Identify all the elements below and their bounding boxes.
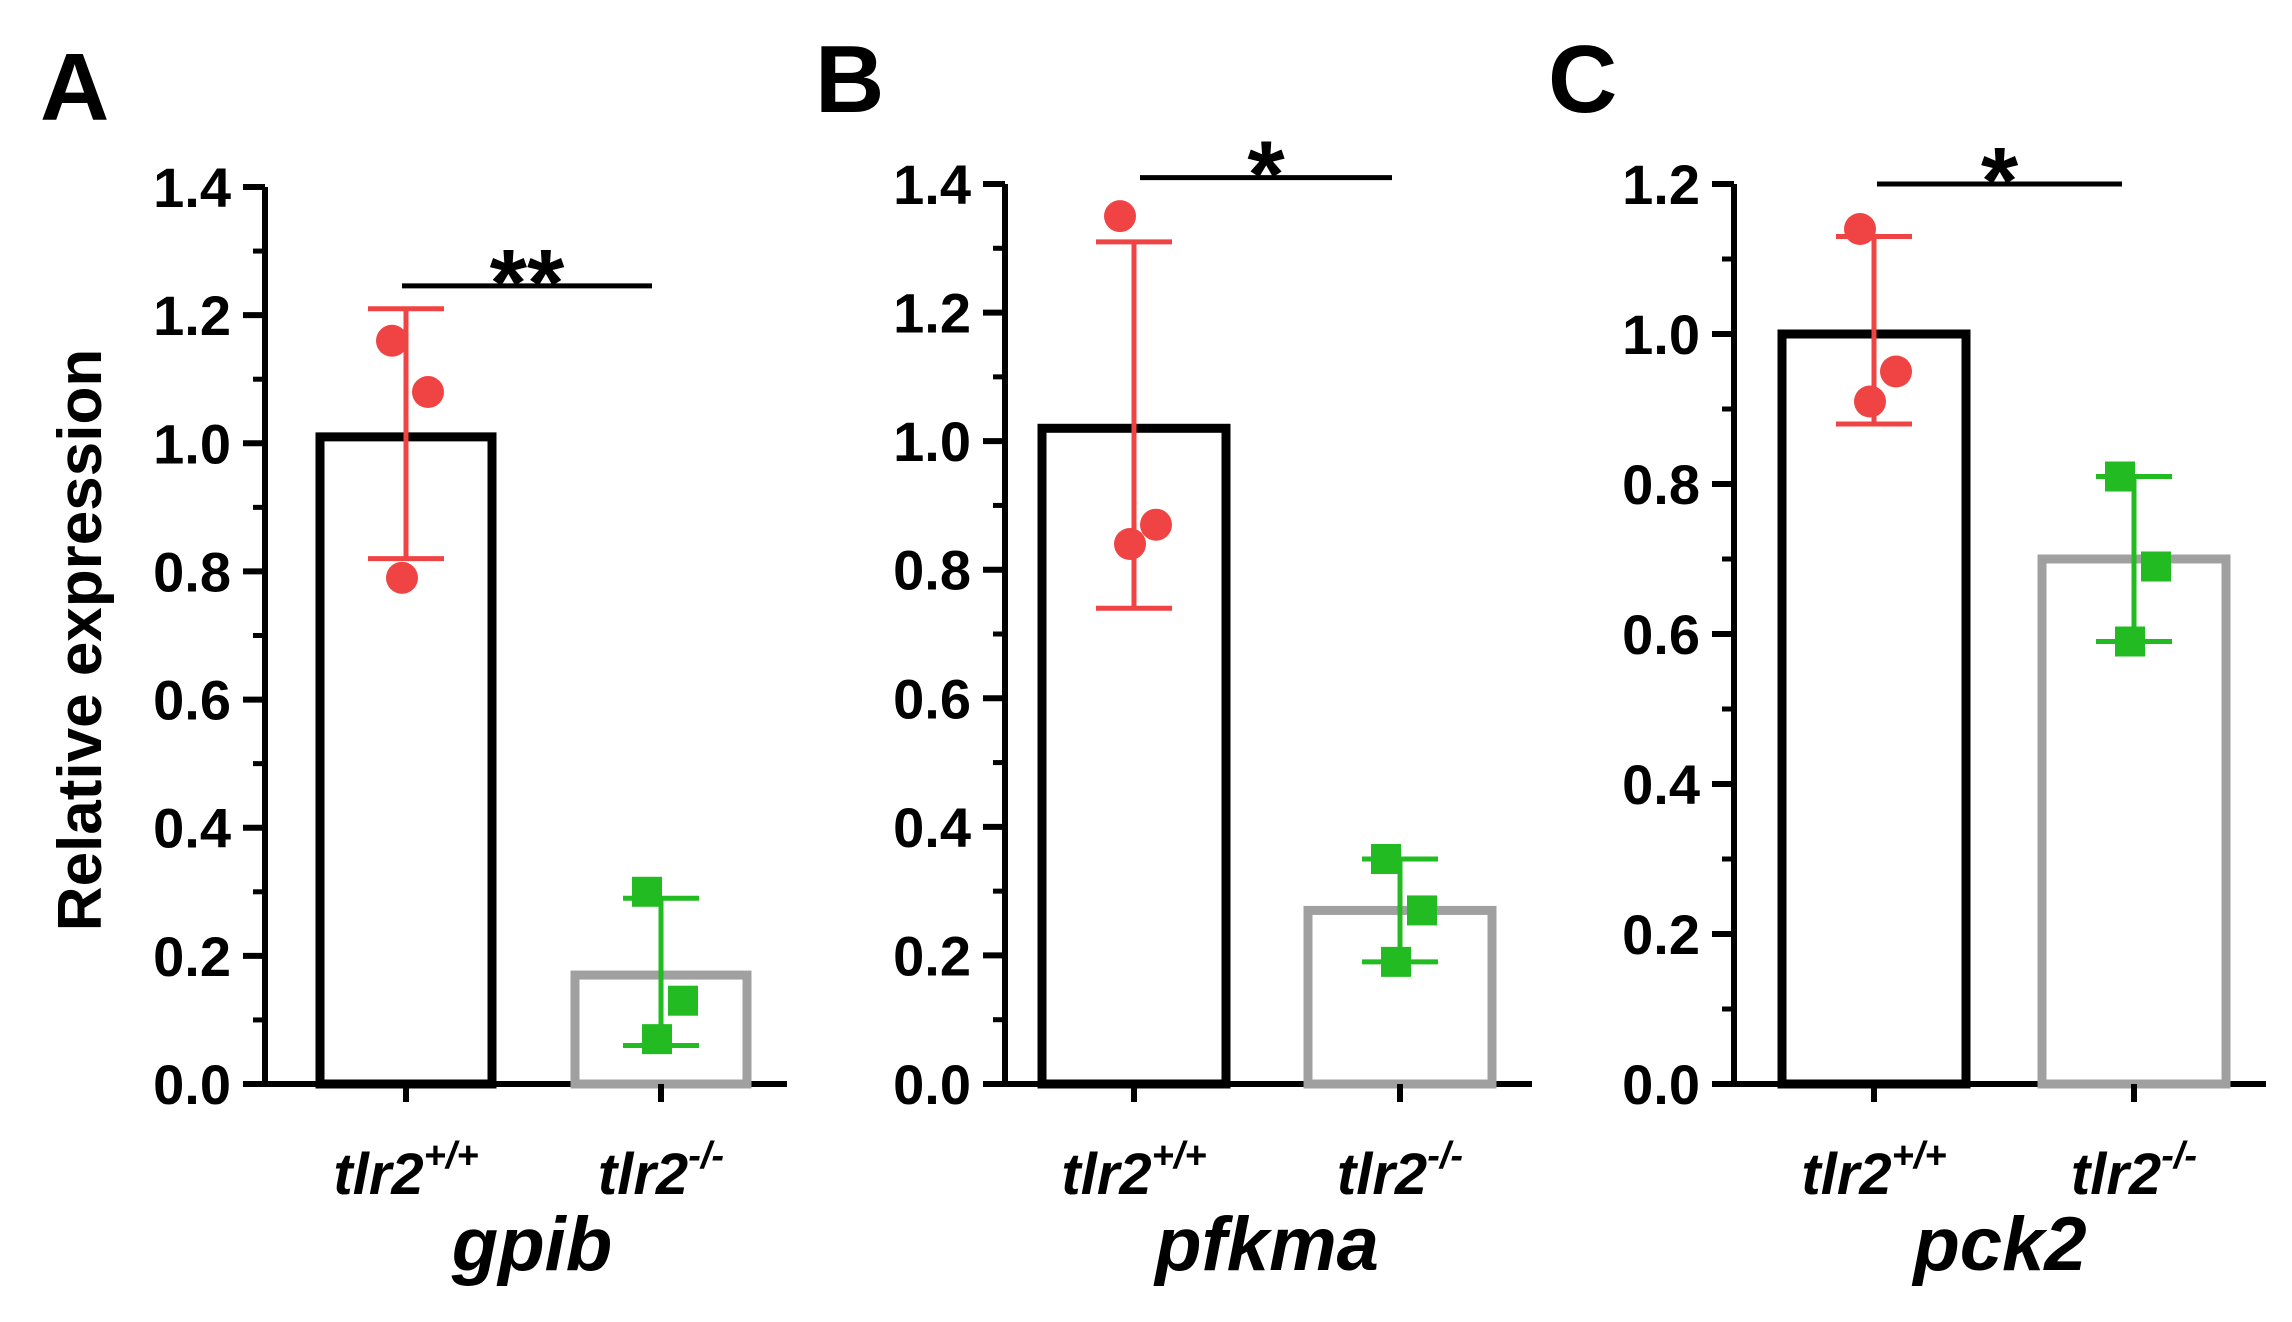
- data-point: [1371, 844, 1401, 874]
- y-axis-title: Relative expression: [46, 349, 115, 931]
- significance-stars: *: [1981, 128, 2019, 235]
- data-point: [2141, 551, 2171, 582]
- category-label-superscript: +/+: [1892, 1135, 1947, 1177]
- y-tick-label: 1.4: [893, 153, 971, 216]
- category-label-superscript: -/-: [1427, 1135, 1463, 1177]
- y-tick-label: 0.0: [893, 1053, 971, 1116]
- data-point: [2105, 461, 2135, 492]
- y-tick-label: 0.8: [1622, 453, 1700, 516]
- significance-stars: **: [490, 230, 565, 337]
- y-tick-label: 0.6: [1622, 603, 1700, 666]
- panel-letter: C: [1548, 26, 1617, 133]
- category-label: tlr2+/+: [333, 1135, 478, 1207]
- data-point: [1844, 213, 1876, 245]
- y-tick-label: 1.2: [1622, 153, 1700, 216]
- category-label-base: tlr2: [333, 1142, 423, 1207]
- gene-label: pfkma: [1153, 1202, 1379, 1287]
- data-point: [1104, 200, 1136, 233]
- bar-wildtype: [1777, 329, 1971, 1089]
- category-label-base: tlr2: [1801, 1142, 1891, 1207]
- data-point: [1114, 528, 1146, 560]
- data-point: [1381, 946, 1411, 977]
- y-tick-label: 1.0: [893, 410, 971, 473]
- y-tick-label: 0.4: [893, 796, 971, 859]
- y-tick-label: 0.4: [153, 797, 231, 860]
- y-tick-label: 0.6: [153, 669, 231, 732]
- data-point: [376, 324, 408, 357]
- category-label: tlr2+/+: [1061, 1135, 1206, 1207]
- data-point: [1880, 355, 1912, 388]
- category-label: tlr2-/-: [598, 1135, 724, 1207]
- data-point: [632, 876, 662, 907]
- panel-letter: A: [40, 34, 109, 141]
- category-label-superscript: -/-: [688, 1135, 724, 1177]
- data-point: [386, 561, 418, 594]
- y-tick-label: 1.0: [1622, 303, 1700, 366]
- gene-label: pck2: [1911, 1202, 2086, 1287]
- y-tick-label: 0.8: [153, 540, 231, 603]
- y-tick-label: 0.2: [893, 924, 971, 987]
- category-label-base: tlr2: [598, 1142, 688, 1207]
- data-point: [412, 376, 444, 409]
- category-label-base: tlr2: [1337, 1142, 1427, 1207]
- significance-stars: *: [1247, 122, 1285, 229]
- panel-letter: B: [815, 26, 884, 133]
- y-tick-label: 0.4: [1622, 753, 1700, 816]
- y-tick-label: 0.8: [893, 539, 971, 602]
- data-point: [1854, 385, 1886, 418]
- data-point: [642, 1024, 672, 1055]
- category-label-superscript: -/-: [2161, 1135, 2197, 1177]
- category-label-base: tlr2: [1061, 1142, 1151, 1207]
- category-label: tlr2-/-: [2071, 1135, 2197, 1207]
- category-label-superscript: +/+: [424, 1135, 479, 1177]
- y-tick-label: 1.2: [893, 282, 971, 345]
- data-point: [2115, 626, 2145, 657]
- gene-label: gpib: [451, 1202, 612, 1287]
- y-tick-label: 0.2: [1622, 903, 1700, 966]
- y-tick-label: 0.0: [1622, 1053, 1700, 1116]
- data-point: [1407, 895, 1437, 926]
- y-tick-label: 1.0: [153, 412, 231, 475]
- y-tick-label: 1.2: [153, 284, 231, 347]
- category-label-base: tlr2: [2071, 1142, 2161, 1207]
- y-tick-label: 0.6: [893, 667, 971, 730]
- category-label: tlr2+/+: [1801, 1135, 1946, 1207]
- data-point: [668, 985, 698, 1016]
- category-label-superscript: +/+: [1152, 1135, 1207, 1177]
- y-tick-label: 0.0: [153, 1053, 231, 1116]
- y-tick-label: 1.4: [153, 156, 231, 219]
- y-tick-label: 0.2: [153, 925, 231, 988]
- data-point: [1140, 508, 1172, 541]
- category-label: tlr2-/-: [1337, 1135, 1463, 1207]
